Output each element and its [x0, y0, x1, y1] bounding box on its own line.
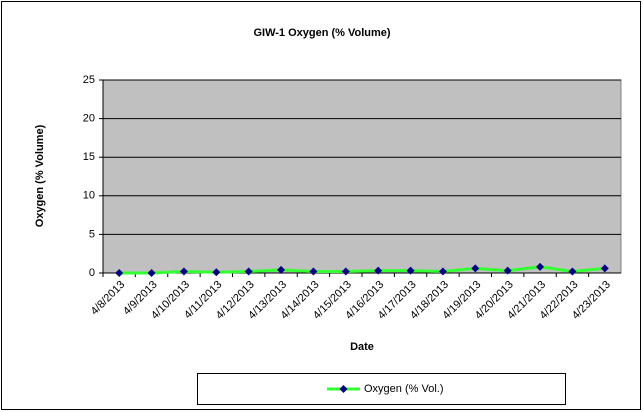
data-point	[179, 267, 188, 276]
y-axis-label: Oxygen (% Volume)	[34, 124, 46, 227]
data-point	[309, 267, 318, 276]
data-point	[277, 265, 286, 274]
y-tick-label: 5	[89, 228, 95, 240]
data-point	[406, 266, 415, 275]
data-point	[536, 262, 545, 271]
y-tick-label: 10	[83, 190, 95, 202]
data-point	[212, 268, 221, 277]
plot-area	[102, 79, 622, 274]
legend-label: Oxygen (% Vol.)	[364, 383, 443, 395]
data-point	[374, 266, 383, 275]
legend-box	[197, 373, 566, 405]
x-axis-label: Date	[350, 341, 374, 353]
y-tick-label: 20	[83, 113, 95, 125]
data-point	[471, 264, 480, 273]
y-tick-label: 15	[83, 151, 95, 163]
data-point	[341, 267, 350, 276]
data-point	[115, 269, 124, 277]
data-point	[244, 267, 253, 276]
data-point	[568, 267, 577, 276]
chart-title: GIW-1 Oxygen (% Volume)	[253, 27, 390, 39]
data-point	[147, 269, 156, 277]
legend-marker	[339, 385, 348, 393]
series-line	[119, 265, 605, 275]
y-tick-label: 25	[83, 74, 95, 86]
data-point	[600, 264, 609, 273]
data-point	[503, 266, 512, 275]
data-point	[438, 267, 447, 276]
y-tick-label: 0	[89, 267, 95, 279]
